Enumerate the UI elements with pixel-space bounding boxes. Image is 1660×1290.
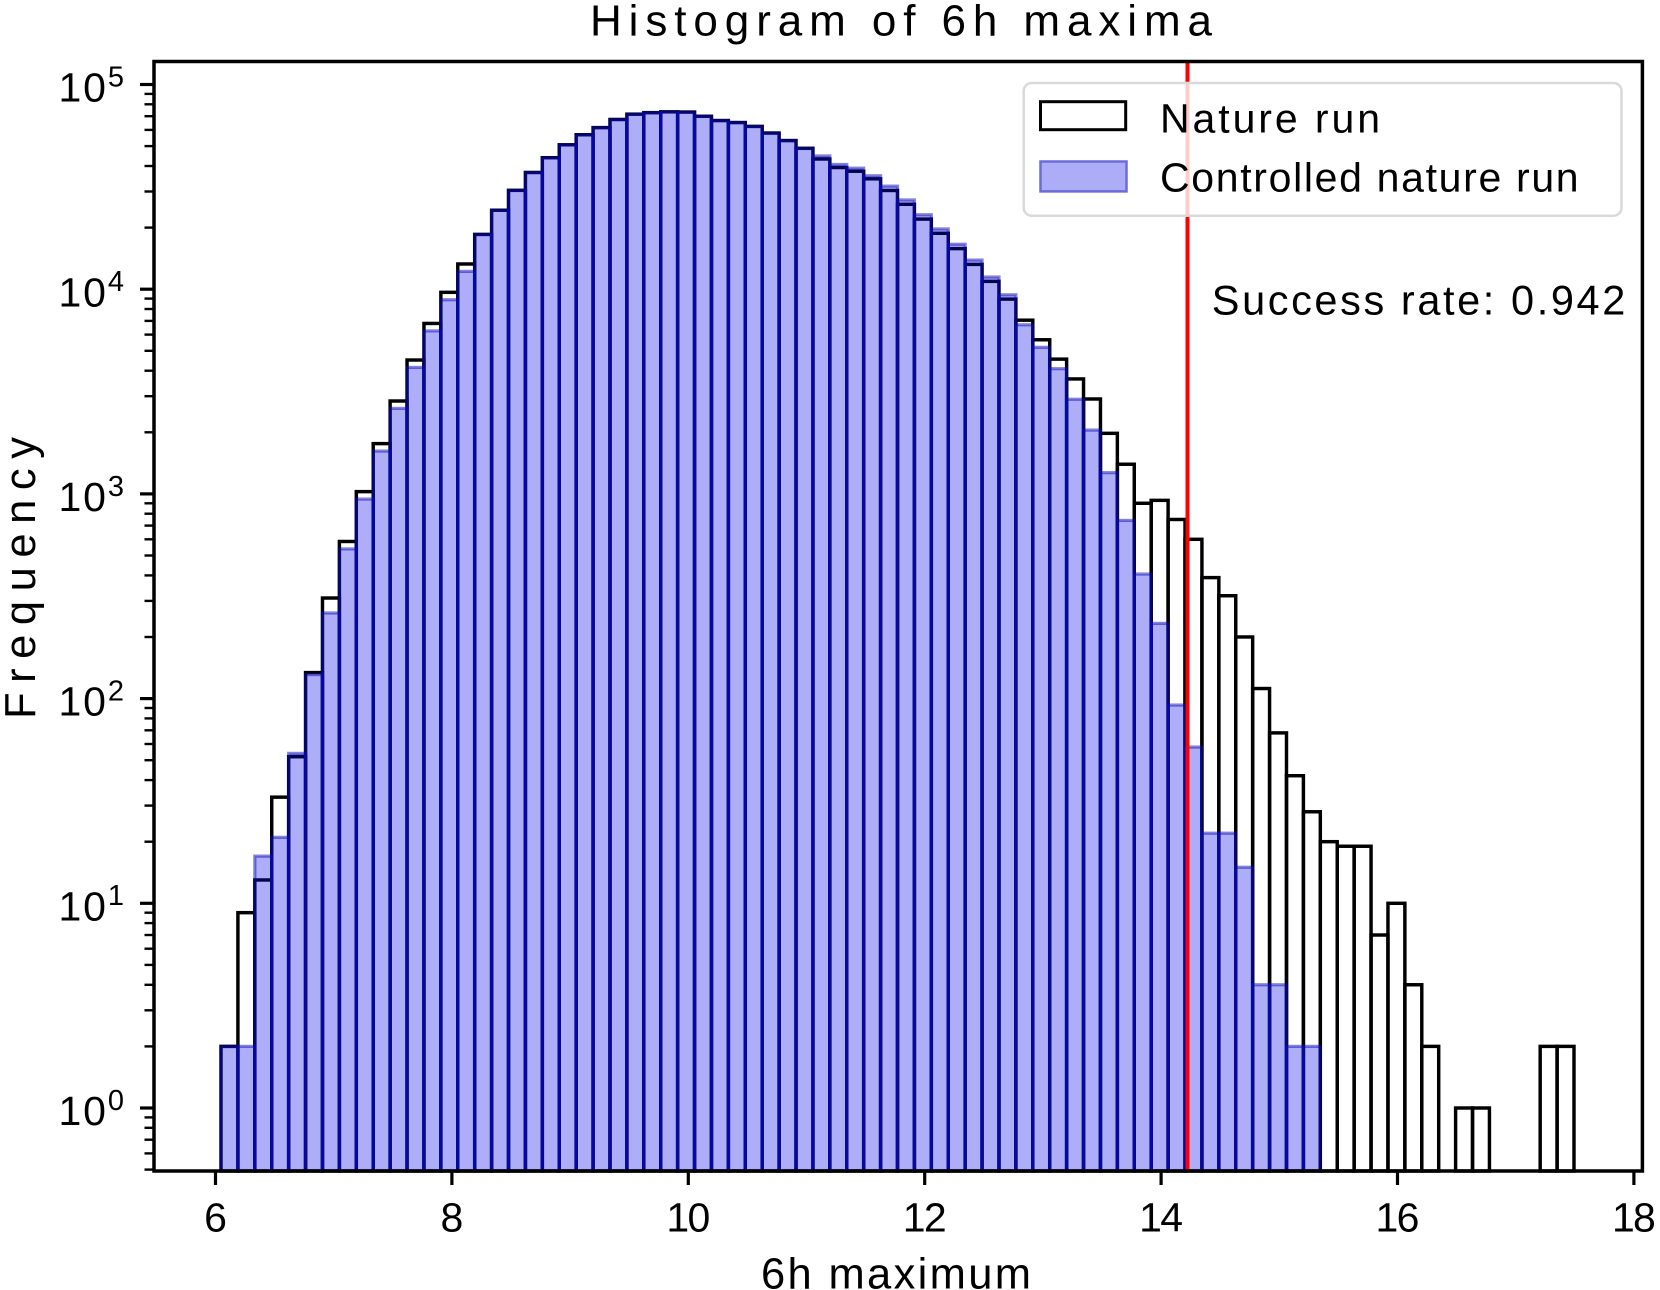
svg-text:10: 10 — [666, 1195, 710, 1241]
svg-text:14: 14 — [1139, 1195, 1183, 1241]
svg-text:6: 6 — [204, 1195, 227, 1241]
svg-text:Frequency: Frequency — [0, 437, 45, 719]
svg-text:6h maximum: 6h maximum — [761, 1251, 1031, 1290]
svg-text:12: 12 — [903, 1195, 947, 1241]
svg-text:8: 8 — [440, 1195, 463, 1241]
svg-text:Controlled nature run: Controlled nature run — [1160, 155, 1579, 201]
svg-text:104: 104 — [59, 266, 125, 315]
svg-text:Nature run: Nature run — [1160, 96, 1380, 142]
svg-text:16: 16 — [1376, 1195, 1420, 1241]
svg-text:18: 18 — [1612, 1195, 1656, 1241]
svg-text:Success rate: 0.942: Success rate: 0.942 — [1212, 277, 1626, 324]
